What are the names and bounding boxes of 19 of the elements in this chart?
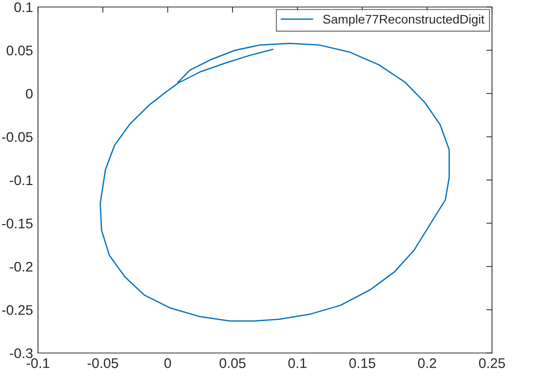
x-tick-label: 0.25 — [479, 358, 505, 368]
x-tick-label: 0 — [164, 358, 172, 368]
x-tick-label: 0.1 — [288, 358, 306, 368]
y-tick-label: -0.1 — [10, 175, 32, 186]
y-tick-label: -0.15 — [2, 218, 33, 228]
x-tick-label: 0.15 — [349, 358, 376, 368]
legend-label: Sample77ReconstructedDigit — [323, 14, 484, 26]
y-tick-label: 0.05 — [6, 46, 33, 56]
x-tick-label: 0.2 — [418, 358, 436, 368]
x-tick-label: -0.1 — [26, 358, 50, 368]
x-tick-label: -0.05 — [88, 358, 118, 368]
y-tick-label: -0.3 — [10, 348, 33, 358]
y-tick-label: -0.05 — [2, 132, 33, 142]
x-tick-label: 0.05 — [220, 358, 246, 368]
y-tick-label: 0 — [26, 88, 33, 99]
y-tick-label: -0.25 — [2, 305, 33, 315]
y-tick-label: 0.1 — [14, 2, 32, 12]
line-series — [100, 42, 450, 322]
y-tick-label: -0.2 — [10, 262, 32, 272]
